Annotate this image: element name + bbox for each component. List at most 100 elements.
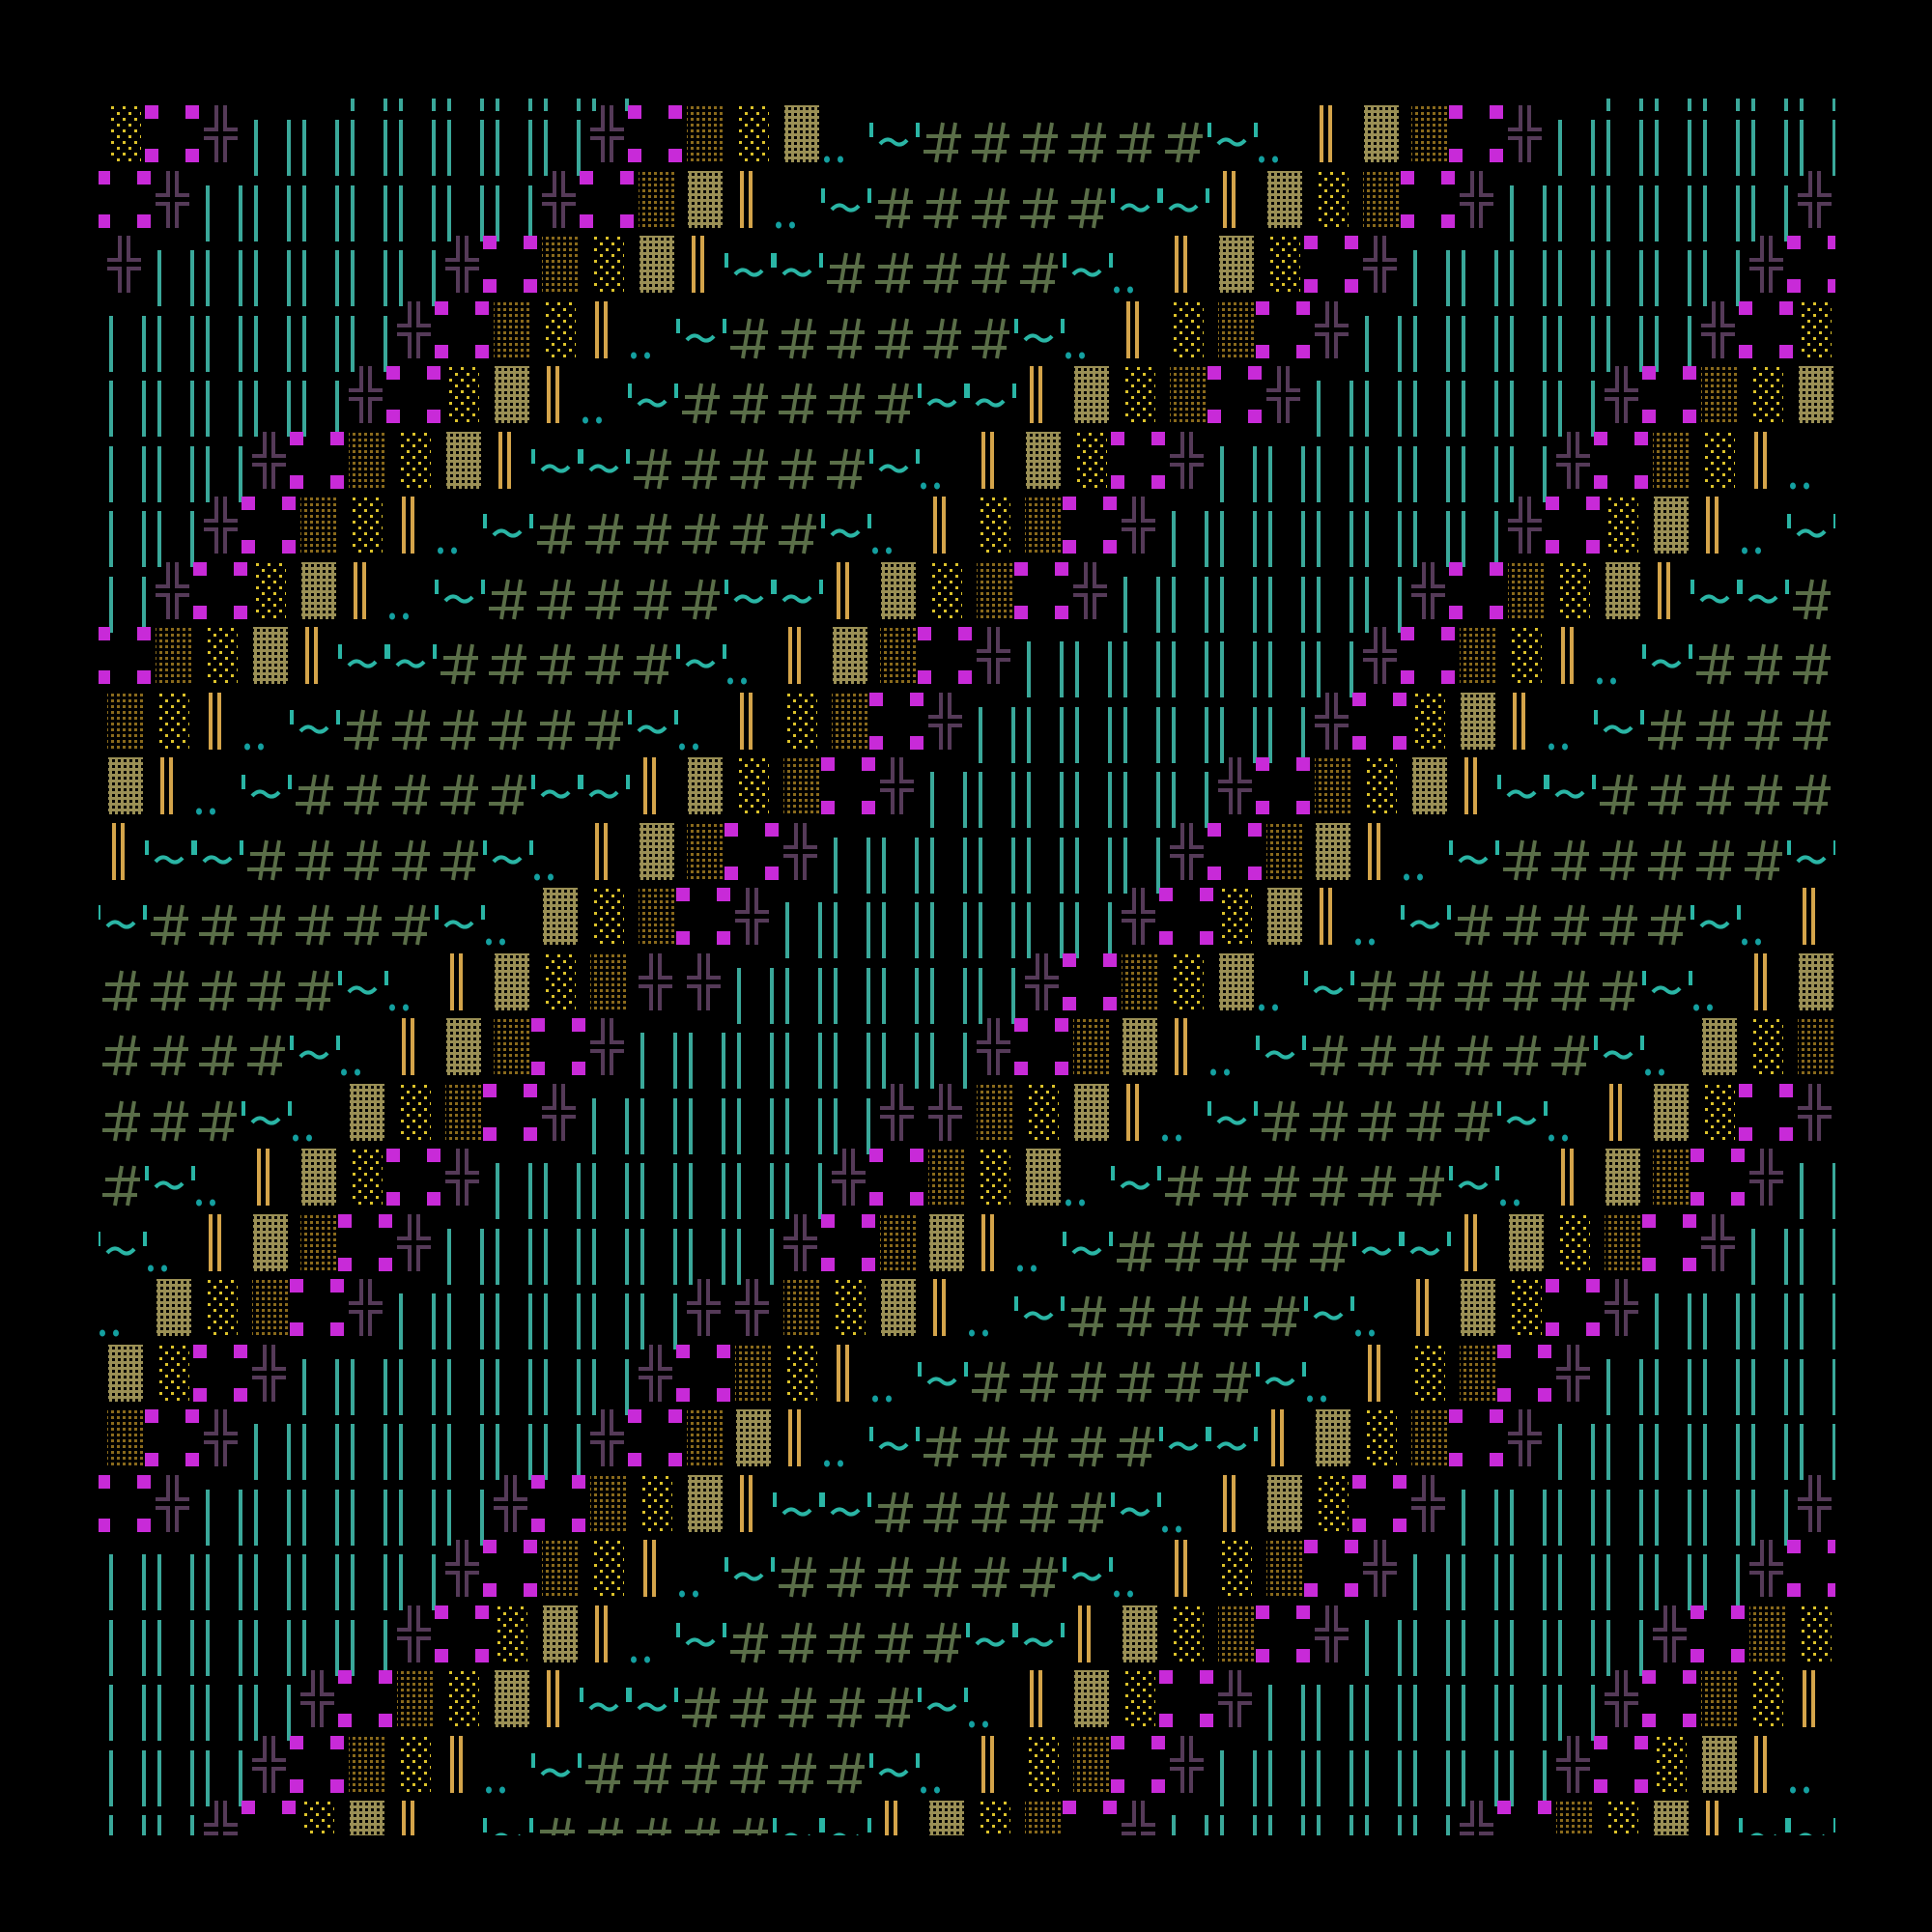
teal-bars-icon [1220,1749,1257,1806]
hash-icon [779,1556,816,1598]
hash-glyph [775,366,823,431]
hash-glyph [920,1540,968,1605]
hash-icon [972,187,1009,228]
teal-bars-icon [1220,641,1257,697]
double-cross-glyph [968,1018,1016,1083]
double-cross-glyph [871,1083,920,1149]
magenta-corners-glyph [145,105,199,170]
teal-bars-glyph [1548,1475,1596,1546]
khaki-block-glyph [823,627,871,692]
teal-bars-glyph [1258,497,1306,567]
dark-dots-icon [687,822,723,880]
double-bar-icon [402,497,414,554]
hash-icon [827,1556,865,1598]
hash-glyph [968,105,1016,170]
hash-glyph [1692,823,1741,888]
teal-bars-icon [1123,706,1160,763]
dark-dots-icon [1315,757,1350,814]
teal-bars-icon [1800,120,1835,176]
tilde-glyph [483,823,533,888]
teal-bars-icon [834,967,870,1024]
teal-bars-icon [1800,99,1835,111]
yellow-dots-glyph [1403,1344,1451,1409]
teal-bars-glyph [388,105,437,176]
magenta-corners-icon [1401,627,1455,684]
magenta-corners-icon [1401,170,1455,228]
hash-icon [1117,1426,1154,1467]
yellow-dots-icon [147,99,195,105]
teal-bars-icon [1172,1815,1208,1835]
magenta-corners-glyph [1690,1605,1745,1670]
teal-bars-glyph [99,366,147,437]
hash-icon [1358,1035,1396,1076]
dark-dots-glyph [340,431,388,497]
teal-bars-icon [302,1619,339,1676]
hash-glyph [340,888,388,952]
double-bar-glyph [678,236,726,300]
double-cross-icon [1556,1344,1590,1402]
double-cross-icon [1170,1735,1204,1793]
dark-dots-icon [1218,1605,1254,1662]
teal-bars-glyph [388,171,437,242]
magenta-corners-glyph [193,1344,247,1409]
dots-icon [148,1264,167,1271]
double-cross-glyph [1016,952,1065,1018]
tilde-icon [242,775,292,799]
magenta-corners-icon [99,1474,151,1532]
hash-glyph [871,1475,920,1540]
teal-bars-glyph [1258,627,1306,697]
teal-bars-glyph [388,1345,437,1415]
teal-bars-icon [1268,706,1305,763]
hash-icon [1551,904,1589,946]
double-cross-glyph [1644,1605,1692,1670]
hash-icon [344,839,382,880]
tilde-glyph [1690,888,1741,952]
teal-bars-icon [206,185,242,242]
teal-bars-icon [351,1358,387,1415]
magenta-corners-glyph [290,431,344,497]
teal-bars-icon [1027,902,1064,958]
double-cross-glyph [1161,431,1209,497]
teal-bars-glyph [630,1214,678,1285]
teal-bars-glyph [1354,366,1403,437]
teal-bars-glyph [1451,1670,1499,1741]
hash-icon [102,1035,140,1076]
double-cross-icon [292,99,340,105]
hash-icon [440,709,478,750]
teal-bars-icon [1462,511,1498,567]
magenta-corners-icon [483,1540,537,1597]
hash-glyph [968,301,1016,366]
double-cross-icon [783,1213,817,1271]
dots-icon [679,1590,698,1598]
dots-glyph [147,1214,195,1279]
khaki-block-icon [543,888,578,945]
dots-glyph [485,1736,533,1801]
tilde-icon [580,1688,630,1712]
yellow-dots-glyph [1113,1670,1161,1735]
double-bar-glyph [195,692,243,757]
double-cross-glyph [195,105,243,170]
teal-bars-glyph [1741,1409,1789,1480]
double-bar-icon [1561,1149,1574,1206]
double-cross-icon [1460,1801,1493,1835]
magenta-corners-glyph [338,1670,392,1735]
dots-icon [969,1329,988,1337]
yellow-dots-icon [639,1474,672,1532]
hash-glyph [340,823,388,888]
dots-glyph [1016,1214,1065,1279]
hash-icon [1793,579,1831,619]
hash-glyph [1741,627,1789,692]
yellow-dots-icon [1799,300,1832,358]
khaki-block-glyph [1403,757,1451,822]
teal-bars-icon [206,445,242,502]
hash-glyph [726,1670,775,1735]
tilde-icon [773,1818,823,1835]
double-cross-icon [977,1018,1010,1075]
double-cross-icon [783,822,817,880]
dark-dots-glyph [147,627,195,692]
teal-bars-icon [1413,511,1450,567]
double-cross-icon [542,1083,576,1141]
magenta-corners-glyph [531,1018,585,1083]
hash-icon [1551,839,1589,880]
double-bar-icon [1126,300,1139,358]
